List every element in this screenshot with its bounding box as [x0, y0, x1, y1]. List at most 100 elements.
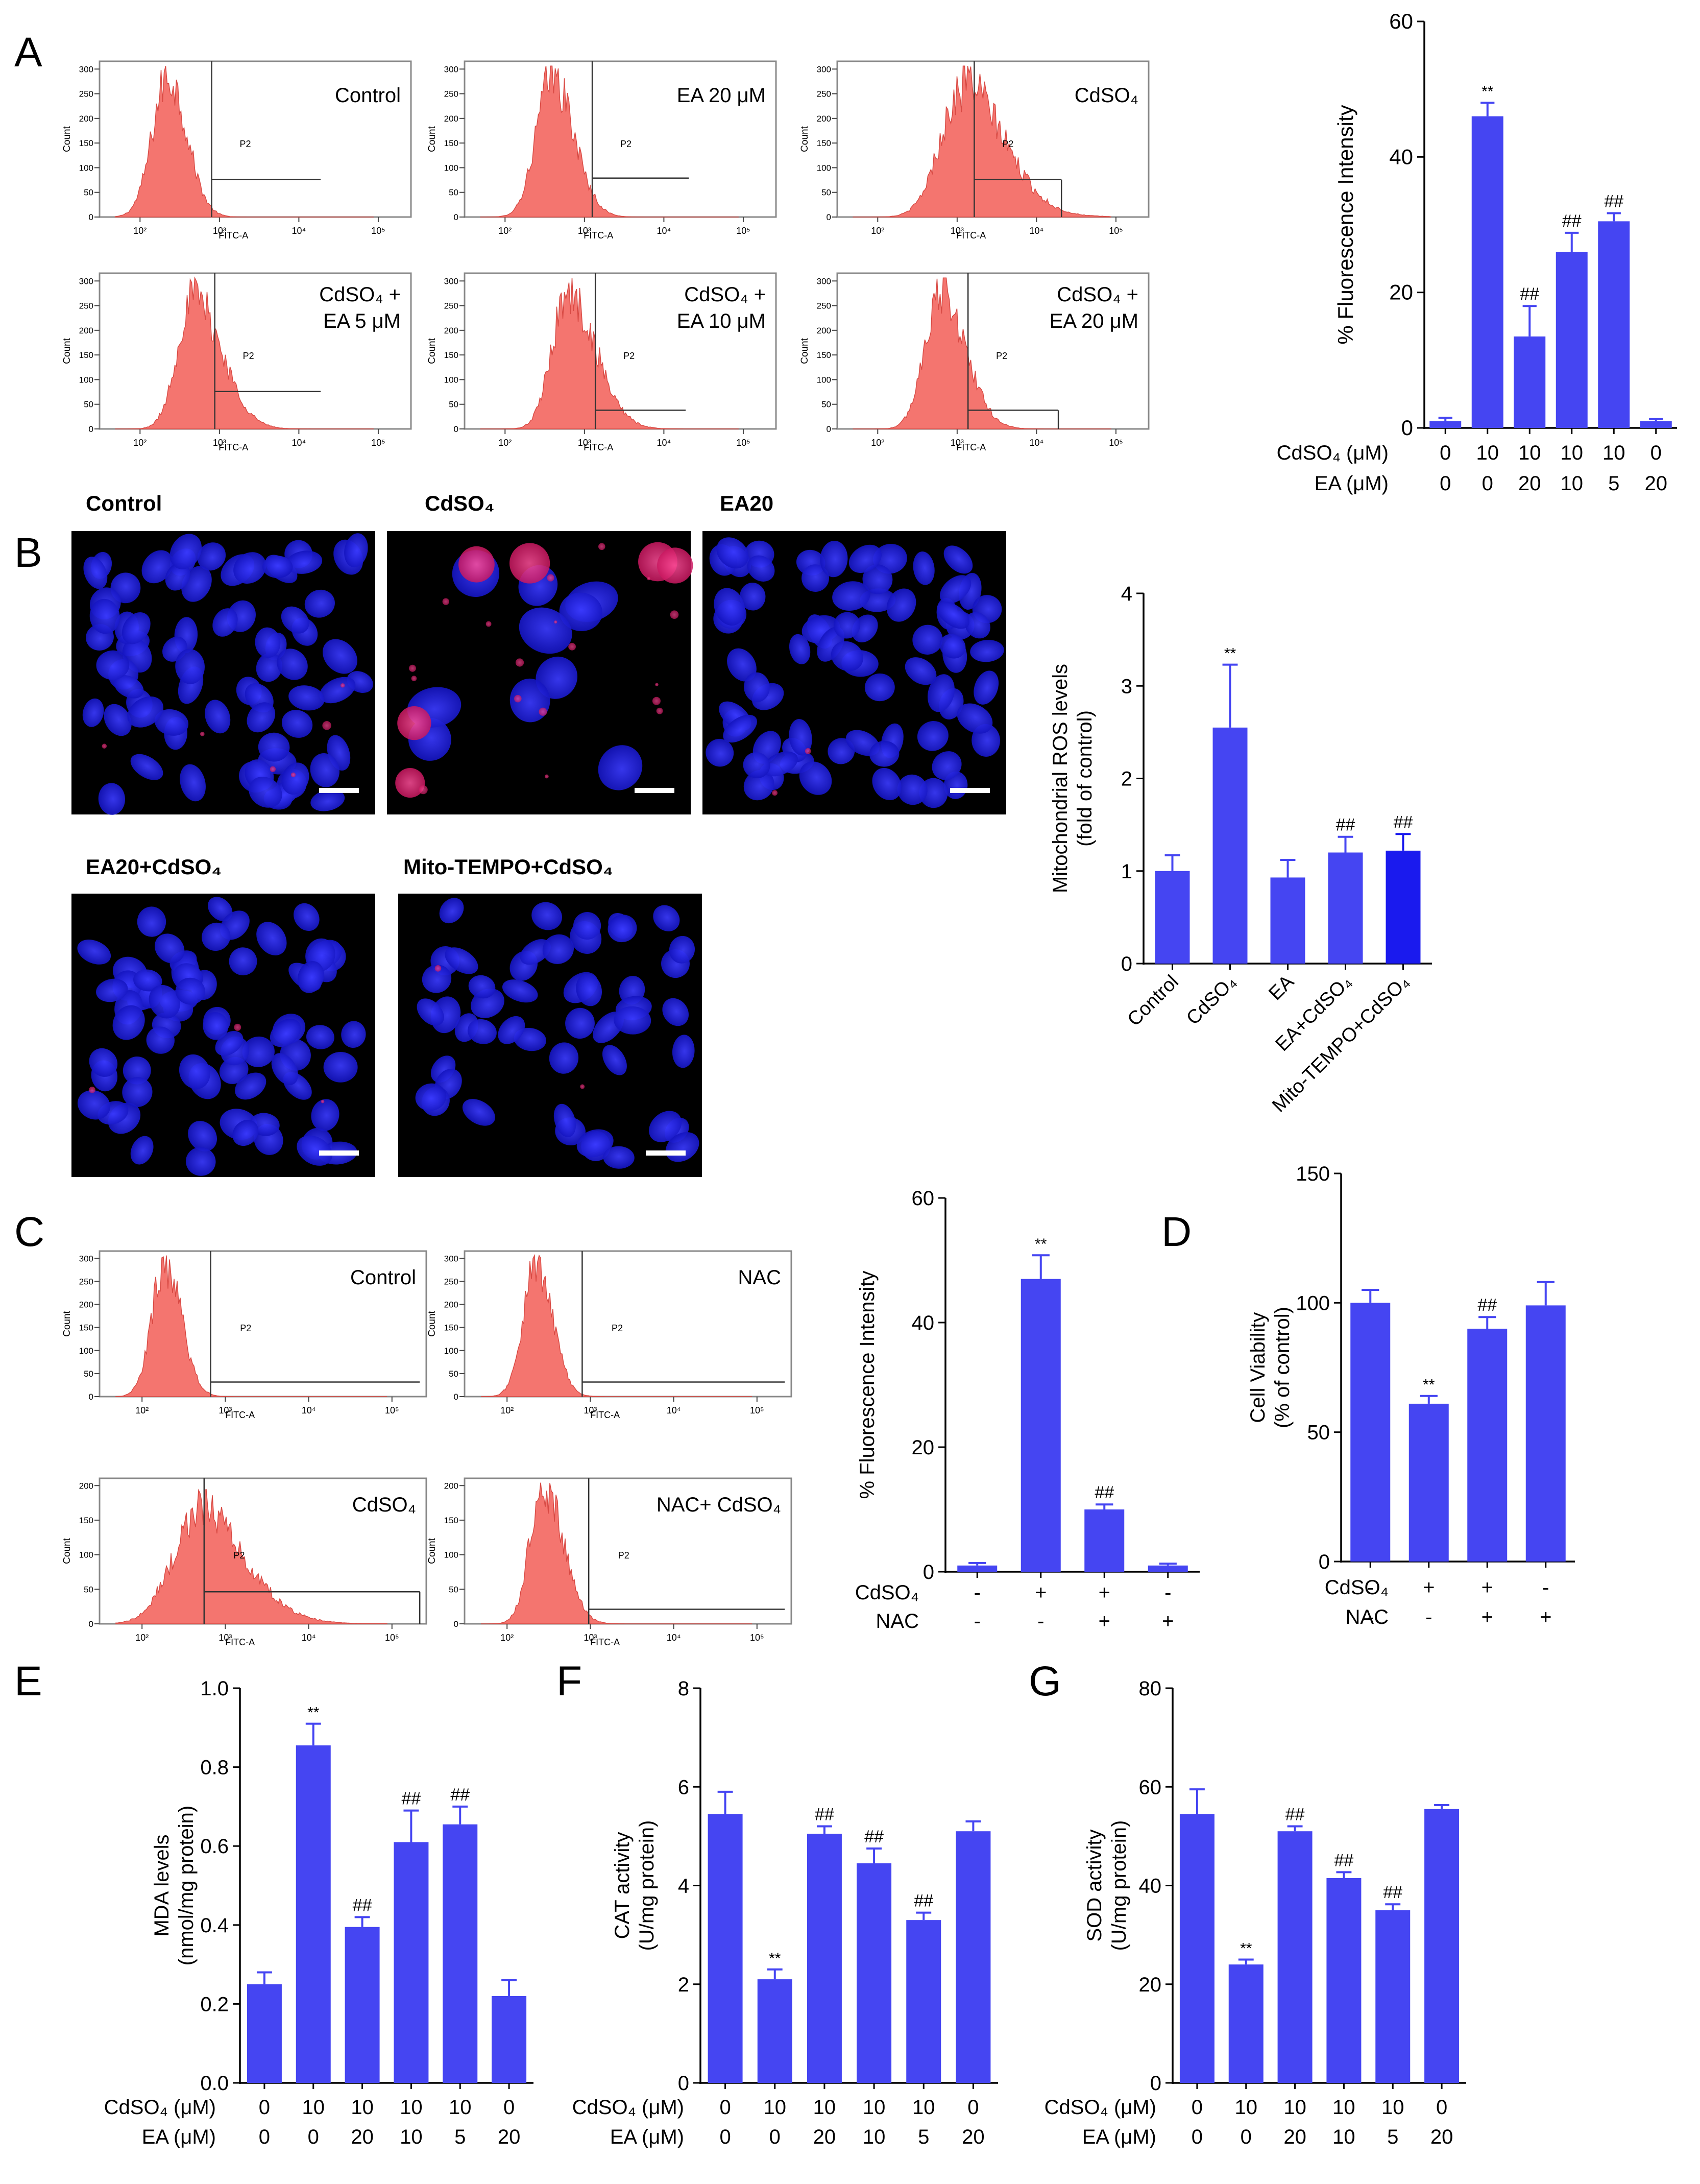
x-tick-label: 10³ [584, 1405, 597, 1415]
treatment-value: 10 [449, 2096, 472, 2119]
treatment-row-label: CdSO₄ (μM) [1277, 442, 1389, 464]
nucleus [297, 961, 324, 993]
scale-bar [319, 788, 359, 793]
a-histogram-2: 0 50 100 150 200 250 300 Count 10² 10³ 10⁴ 10⁵ FITC-… [799, 60, 1150, 241]
bar [1021, 1279, 1061, 1572]
treatment-value: 10 [813, 2096, 836, 2119]
y-tick-label: 300 [79, 276, 93, 286]
y-tick-label: 100 [817, 375, 831, 385]
y-axis-label: (U/mg protein) [636, 1820, 658, 1951]
treatment-value: 10 [1476, 442, 1499, 464]
nucleus [573, 912, 601, 940]
y-tick-label: 150 [817, 138, 831, 148]
y-tick-label: 100 [79, 375, 93, 385]
mitochondrial-ros-signal [290, 772, 296, 778]
y-tick-label: 250 [817, 301, 831, 311]
treatment-value: 10 [1561, 472, 1584, 495]
y-tick-label: 0 [1401, 416, 1413, 440]
gate-label: P2 [243, 351, 254, 361]
histogram-area [115, 1489, 388, 1624]
nucleus [122, 1077, 153, 1108]
scale-bar [635, 788, 674, 793]
x-tick-label: 10⁵ [1109, 226, 1123, 236]
y-tick-label: 200 [79, 1481, 93, 1491]
x-tick-label: 10⁴ [302, 1405, 316, 1415]
nucleus [762, 751, 798, 777]
image-content [415, 898, 699, 1169]
microscopy-image-2: CdSO₄ [387, 491, 693, 814]
histogram-area [480, 278, 739, 429]
mitochondrial-ros-signal [340, 683, 345, 688]
nucleus [258, 732, 290, 762]
y-tick-label: 0 [89, 424, 93, 434]
x-tick-label: 10² [135, 1405, 149, 1415]
mitochondrial-ros-signal [514, 694, 522, 703]
y-tick-label: 300 [817, 276, 831, 286]
nucleus [799, 761, 832, 795]
y-tick-label: 300 [444, 276, 458, 286]
bar [247, 1984, 282, 2083]
x-tick-label: 10⁴ [302, 1633, 316, 1643]
y-tick-label: 200 [817, 114, 831, 124]
nucleus [727, 648, 757, 682]
x-tick-label: 10⁴ [292, 438, 306, 448]
y-tick-label: 150 [817, 350, 831, 360]
bar [1277, 1831, 1313, 2083]
x-tick-label: 10³ [584, 1633, 597, 1643]
microscopy-panels: Control CdSO₄ EA20 EA20+CdSO₄ Mito-TEMPO+CdS… [71, 491, 1006, 1177]
y-tick-label: 200 [444, 114, 458, 124]
nucleus [502, 979, 538, 1003]
panel-letter-C: C [14, 1209, 44, 1255]
nucleus [422, 965, 452, 993]
y-axis-label: (U/mg protein) [1108, 1820, 1130, 1951]
bar [1408, 1403, 1449, 1562]
mitochondrial-ros-signal [458, 546, 495, 583]
y-tick-label: 200 [79, 1300, 93, 1310]
significance-marker: ## [1520, 284, 1539, 304]
treatment-value: 20 [351, 2126, 374, 2148]
y-axis-label: Count [62, 126, 72, 152]
treatment-value: 0 [967, 2096, 979, 2119]
mitochondrial-ros-signal [554, 620, 557, 624]
treatment-value: 0 [1192, 2096, 1203, 2119]
y-tick-label: 100 [79, 163, 93, 173]
significance-marker: ## [1604, 191, 1623, 211]
x-tick-label: 10² [133, 438, 147, 448]
significance-marker: ** [1035, 1236, 1047, 1253]
nucleus [669, 935, 695, 964]
a-histogram-1: 0 50 100 150 200 250 300 Count 10² 10³ 10⁴ 10⁵ FITC-… [427, 60, 777, 241]
y-tick-label: 0 [827, 424, 831, 434]
nucleus [114, 675, 144, 699]
y-tick-label: 0 [454, 424, 458, 434]
mitochondrial-ros-signal [434, 965, 442, 972]
treatment-value: 20 [498, 2126, 521, 2148]
bar [1270, 877, 1305, 964]
microscopy-image-1: Control [71, 491, 375, 815]
mitochondrial-ros-signal [89, 1086, 95, 1093]
x-tick-label: 10² [500, 1633, 514, 1643]
y-tick-label: 150 [444, 1516, 458, 1525]
nucleus [232, 1120, 259, 1146]
nucleus [937, 602, 969, 629]
y-tick-label: 8 [678, 1677, 689, 1700]
treatment-value: 10 [1381, 2096, 1404, 2119]
nucleus [723, 714, 757, 743]
nucleus [864, 673, 895, 702]
y-tick-label: 60 [912, 1187, 935, 1210]
significance-marker: ## [1095, 1483, 1114, 1502]
treatment-value: 20 [813, 2126, 836, 2148]
treatment-value: 0 [308, 2126, 319, 2148]
significance-marker: ** [307, 1705, 320, 1721]
treatment-row-label: CdSO₄ (μM) [1045, 2096, 1156, 2119]
y-axis-label: Count [427, 338, 438, 364]
x-tick-label: 10⁵ [371, 226, 385, 236]
nucleus [415, 1083, 447, 1111]
y-tick-label: 250 [79, 1277, 93, 1286]
histogram-area [115, 276, 374, 429]
image-label: Control [86, 491, 162, 515]
significance-marker: ## [914, 1891, 933, 1911]
y-tick-label: 250 [444, 1277, 458, 1286]
panel-letter-B: B [14, 530, 42, 576]
image-content [82, 533, 373, 815]
